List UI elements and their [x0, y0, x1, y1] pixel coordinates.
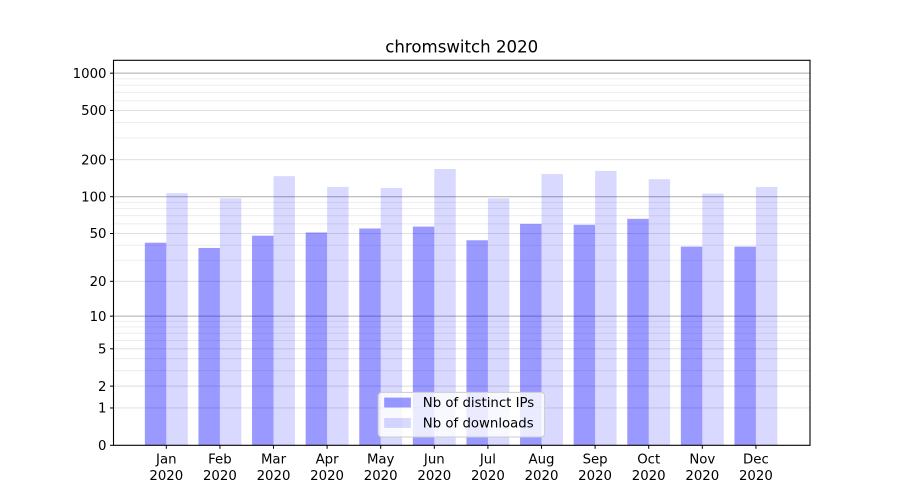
- x-tick-label-month-apr: Apr: [316, 452, 340, 467]
- bar-downloads-jun: [434, 168, 456, 446]
- bar-distinct-ips-jan: [144, 242, 167, 446]
- x-tick-label-year-may: 2020: [364, 469, 398, 484]
- y-tick-label-200: 200: [81, 153, 106, 168]
- y-tick-label-500: 500: [81, 104, 106, 119]
- y-tick-label-20: 20: [90, 275, 107, 290]
- x-tick-label-month-jul: Jul: [479, 452, 496, 467]
- bar-distinct-ips-apr: [305, 232, 328, 446]
- x-tick-label-month-dec: Dec: [743, 452, 769, 467]
- y-tick-label-10: 10: [90, 310, 107, 325]
- x-tick-label-year-jun: 2020: [417, 469, 451, 484]
- bar-downloads-mar: [273, 176, 295, 446]
- x-tick-label-month-feb: Feb: [208, 452, 232, 467]
- bar-distinct-ips-mar: [252, 235, 274, 446]
- y-tick-label-50: 50: [90, 227, 107, 242]
- bar-downloads-jul: [487, 198, 510, 446]
- x-tick-label-year-jul: 2020: [471, 469, 505, 484]
- x-tick-label-month-may: May: [367, 452, 395, 467]
- x-tick-label-year-jan: 2020: [149, 469, 183, 484]
- bar-distinct-ips-aug: [520, 223, 542, 446]
- bar-downloads-jan: [166, 193, 188, 446]
- bar-distinct-ips-may: [359, 228, 381, 446]
- bar-downloads-apr: [327, 186, 349, 446]
- bar-distinct-ips-sep: [573, 224, 596, 446]
- legend-swatch-downloads: [384, 418, 411, 428]
- legend-label-distinct-ips: Nb of distinct IPs: [423, 396, 535, 411]
- legend-box: [377, 391, 546, 438]
- x-tick-label-month-sep: Sep: [583, 452, 608, 467]
- bar-downloads-may: [380, 187, 403, 446]
- y-tick-label-1: 1: [98, 402, 106, 417]
- x-tick-label-month-mar: Mar: [261, 452, 287, 467]
- x-tick-label-year-feb: 2020: [203, 469, 237, 484]
- x-tick-label-year-sep: 2020: [578, 469, 612, 484]
- bar-downloads-dec: [755, 186, 778, 446]
- bar-distinct-ips-feb: [198, 247, 220, 446]
- y-tick-label-2: 2: [98, 380, 106, 395]
- y-tick-label-1000: 1000: [73, 67, 107, 82]
- legend-label-downloads: Nb of downloads: [423, 416, 534, 431]
- x-tick-label-month-aug: Aug: [529, 452, 555, 467]
- x-tick-label-year-aug: 2020: [525, 469, 559, 484]
- x-tick-label-year-oct: 2020: [632, 469, 666, 484]
- bar-downloads-oct: [648, 179, 671, 446]
- legend-swatch-distinct-ips: [384, 397, 411, 408]
- x-tick-label-month-jun: Jun: [423, 452, 445, 467]
- bar-distinct-ips-jun: [412, 226, 435, 446]
- bar-downloads-feb: [219, 198, 242, 446]
- x-tick-label-year-mar: 2020: [257, 469, 291, 484]
- y-tick-label-0: 0: [98, 439, 106, 454]
- y-tick-label-100: 100: [81, 190, 106, 205]
- bar-downloads-nov: [702, 193, 724, 446]
- bar-distinct-ips-oct: [627, 218, 649, 446]
- x-tick-label-month-nov: Nov: [689, 452, 715, 467]
- bar-downloads-aug: [541, 174, 563, 446]
- x-tick-label-month-jan: Jan: [155, 452, 177, 467]
- x-tick-label-year-apr: 2020: [310, 469, 344, 484]
- bar-downloads-sep: [595, 170, 617, 446]
- bar-distinct-ips-dec: [734, 246, 756, 446]
- x-tick-label-month-oct: Oct: [637, 452, 660, 467]
- x-tick-label-year-dec: 2020: [739, 469, 773, 484]
- bar-distinct-ips-nov: [680, 246, 703, 446]
- chart-title: chromswitch 2020: [385, 38, 538, 57]
- y-tick-label-5: 5: [98, 342, 106, 357]
- x-tick-label-year-nov: 2020: [685, 469, 719, 484]
- axes-box: [112, 59, 811, 446]
